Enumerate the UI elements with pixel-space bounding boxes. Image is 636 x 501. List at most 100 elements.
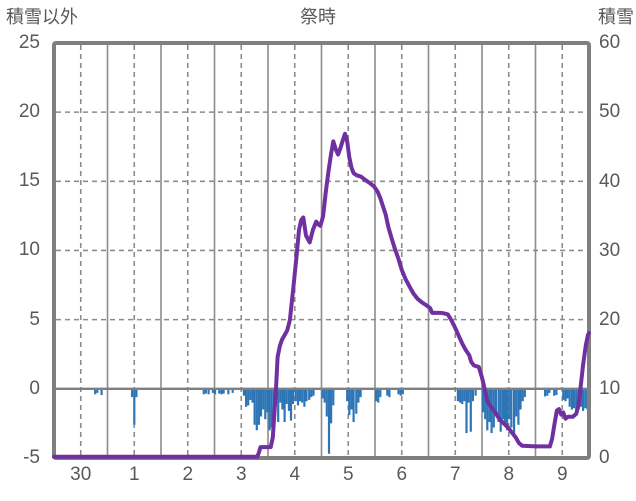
- precip-bar: [510, 388, 513, 428]
- precip-bar: [255, 388, 258, 431]
- precip-bar: [245, 388, 248, 407]
- precip-bar: [251, 388, 254, 403]
- precip-bar: [553, 388, 556, 396]
- precip-bar: [359, 388, 362, 398]
- precip-bar: [259, 388, 263, 417]
- precip-bar: [357, 388, 360, 403]
- x-axis-tick: 2: [182, 464, 194, 485]
- precip-bar: [523, 388, 526, 398]
- precip-bar: [497, 388, 500, 422]
- precip-bar: [133, 388, 136, 425]
- precip-bar: [482, 388, 485, 413]
- precip-bar: [242, 388, 245, 396]
- precip-bar: [330, 388, 333, 424]
- precip-bar: [471, 388, 474, 402]
- precip-bar: [202, 388, 205, 395]
- precip-bar: [204, 388, 207, 394]
- precip-bar: [377, 388, 380, 403]
- left-axis-tick: 25: [18, 31, 40, 53]
- precip-bar: [575, 388, 578, 411]
- right-axis-title: 積雪: [598, 7, 634, 27]
- right-axis-tick: 20: [599, 308, 621, 330]
- precip-bar: [262, 388, 265, 410]
- precip-bar: [281, 388, 284, 410]
- x-axis-tick: 6: [396, 464, 408, 485]
- x-axis-tick: 1: [128, 464, 140, 485]
- precip-bar: [308, 388, 311, 400]
- precip-bar: [325, 388, 328, 417]
- right-axis-tick: 10: [599, 378, 621, 399]
- precip-bar: [220, 388, 223, 395]
- precip-bar: [346, 388, 349, 402]
- precip-bar: [294, 388, 297, 402]
- precip-bar: [327, 388, 331, 454]
- x-axis-tick: 7: [449, 464, 461, 485]
- precip-bar: [249, 388, 252, 400]
- precip-bar: [213, 388, 217, 395]
- precip-bar: [268, 388, 271, 431]
- precip-bar: [355, 388, 358, 414]
- precip-bar: [570, 388, 573, 410]
- precip-bar: [207, 388, 210, 395]
- precip-bar: [508, 388, 511, 420]
- precip-bar: [564, 388, 567, 402]
- precip-bar: [332, 388, 335, 406]
- precip-bar: [544, 388, 547, 397]
- precip-bar: [270, 388, 273, 428]
- precip-bar: [546, 388, 549, 396]
- precip-bar: [211, 388, 214, 393]
- precip-bar: [459, 388, 462, 403]
- precip-bar: [287, 388, 290, 411]
- x-axis-tick: 3: [235, 464, 247, 485]
- left-axis-tick: 15: [18, 170, 40, 192]
- precip-bar: [222, 388, 225, 394]
- precip-bar: [352, 388, 355, 422]
- precip-bar: [231, 388, 234, 393]
- precip-bar: [519, 388, 522, 410]
- precip-bar: [292, 388, 295, 404]
- precip-bar: [253, 388, 256, 425]
- precip-bar: [305, 388, 308, 402]
- left-axis-tick: 20: [18, 101, 40, 123]
- x-axis-tick: 8: [503, 464, 515, 485]
- precip-bar: [513, 388, 516, 434]
- precip-bar: [301, 388, 304, 403]
- precip-bar: [264, 388, 267, 420]
- precip-bar: [572, 388, 576, 409]
- precip-bar: [218, 388, 221, 394]
- precip-bar: [96, 388, 99, 393]
- precip-bar: [388, 388, 391, 398]
- precip-bar: [474, 388, 477, 396]
- precip-bar: [486, 388, 489, 431]
- precip-bar: [399, 388, 402, 396]
- right-axis-tick: 60: [599, 32, 621, 54]
- snow-depth-line: [52, 131, 591, 459]
- left-axis-title: 積雪以外: [6, 7, 78, 27]
- precip-bar: [247, 388, 250, 406]
- precip-bar: [227, 388, 230, 395]
- right-axis-tick: 30: [599, 239, 621, 261]
- precip-bar: [94, 388, 97, 395]
- precip-bar: [494, 388, 497, 416]
- precip-bar: [303, 388, 306, 407]
- precip-bar: [501, 388, 504, 420]
- left-axis-tick: -5: [23, 446, 40, 468]
- precip-bar: [555, 388, 558, 395]
- x-axis-tick: 4: [289, 464, 301, 485]
- precip-bar: [131, 388, 134, 398]
- right-axis-tick: 0: [599, 447, 610, 469]
- precip-bar: [568, 388, 571, 407]
- precip-bar: [484, 388, 487, 420]
- precip-bar: [461, 388, 464, 404]
- precip-bar: [456, 388, 459, 402]
- left-axis-tick: 5: [29, 308, 40, 330]
- right-axis-tick: 40: [599, 170, 621, 192]
- precip-bar: [548, 388, 551, 393]
- precip-bar: [321, 388, 324, 399]
- precip-bar: [310, 388, 313, 398]
- precip-bar: [375, 388, 378, 402]
- precip-bar: [283, 388, 286, 422]
- plot-frame: [52, 41, 591, 460]
